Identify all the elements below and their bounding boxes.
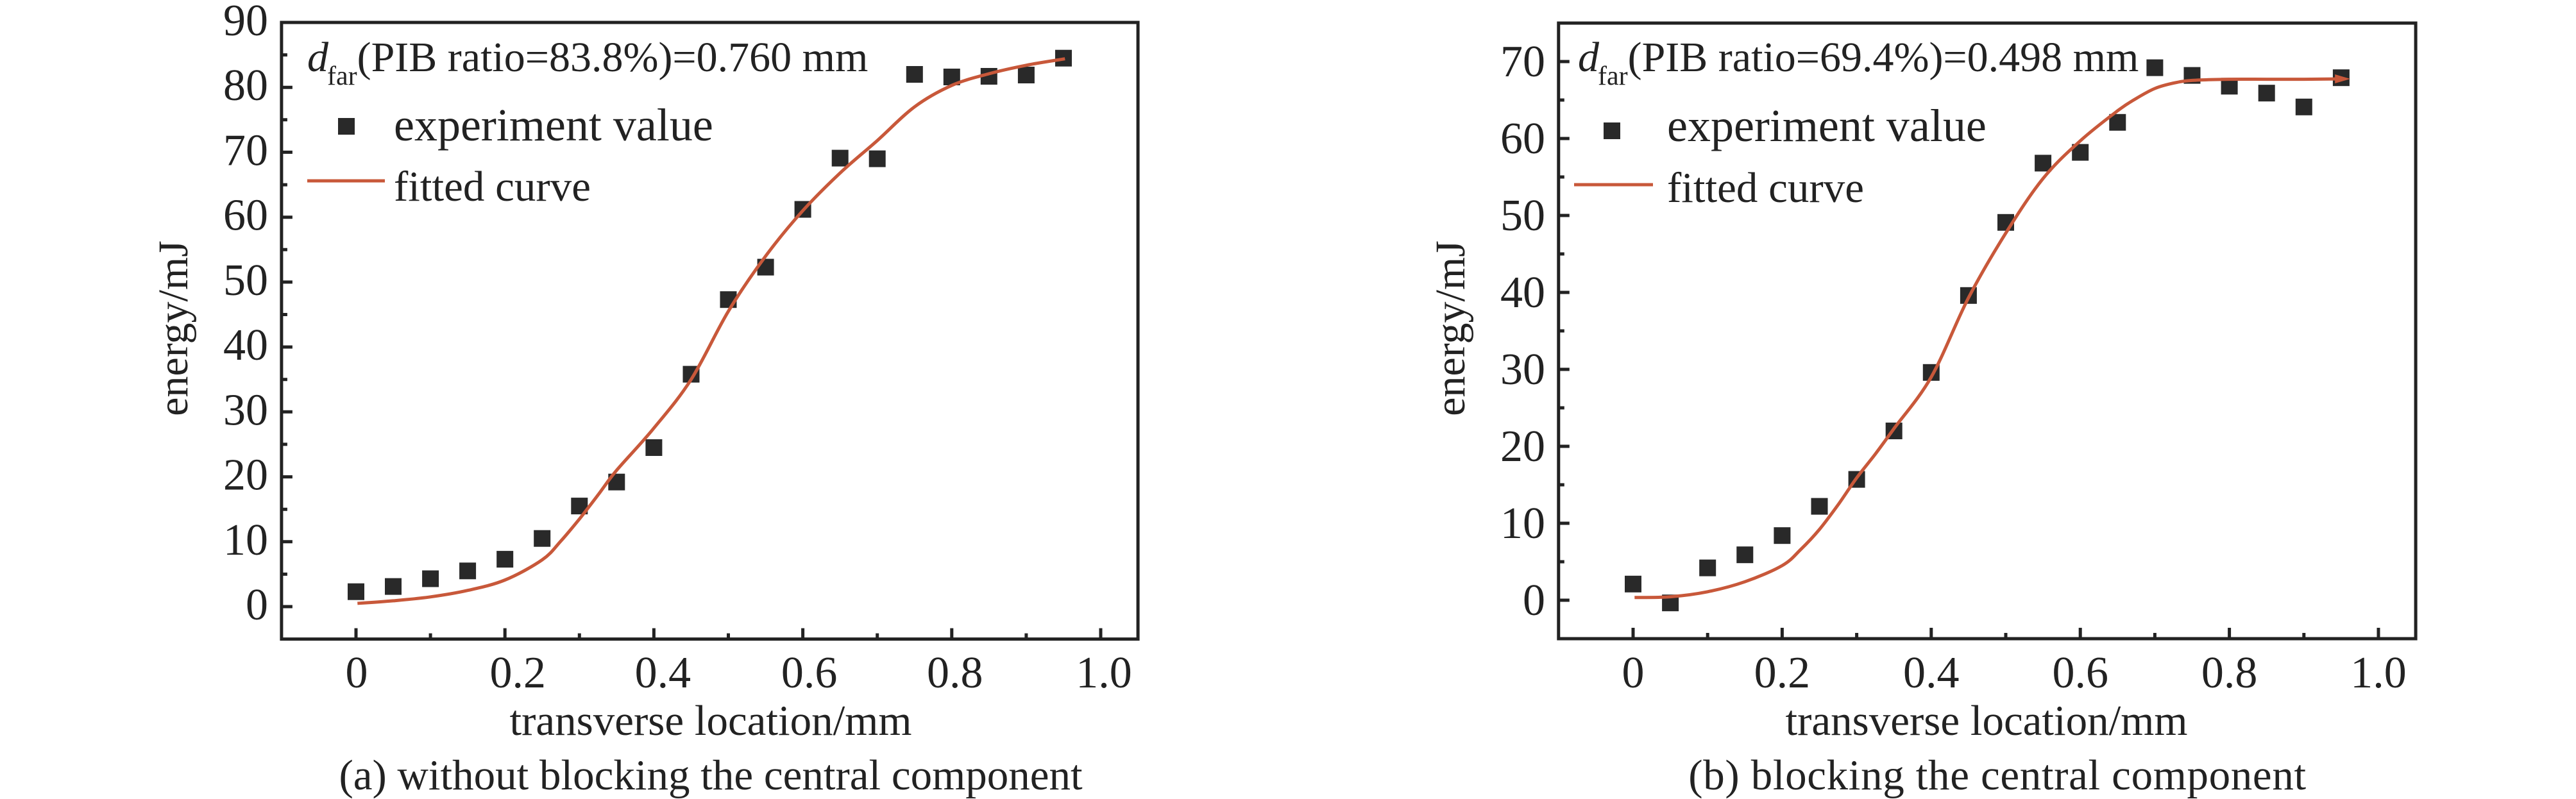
svg-text:1.0: 1.0	[2350, 648, 2407, 698]
svg-text:30: 30	[223, 385, 268, 435]
svg-text:20: 20	[223, 451, 268, 500]
svg-text:experiment value: experiment value	[1667, 100, 1987, 151]
svg-text:90: 90	[223, 0, 268, 46]
svg-text:0: 0	[1523, 576, 1545, 625]
svg-text:(a) without blocking the centr: (a) without blocking the central compone…	[339, 752, 1083, 799]
svg-text:40: 40	[1500, 268, 1545, 317]
svg-text:0.2: 0.2	[1754, 648, 1811, 698]
svg-text:0.8: 0.8	[2201, 648, 2258, 698]
svg-text:50: 50	[1500, 191, 1545, 240]
svg-text:0.6: 0.6	[781, 648, 838, 698]
svg-text:70: 70	[1500, 37, 1545, 87]
svg-text:transverse location/mm: transverse location/mm	[1785, 697, 2187, 744]
svg-text:0: 0	[1622, 648, 1645, 698]
svg-text:fitted curve: fitted curve	[1667, 164, 1864, 212]
svg-text:0.8: 0.8	[927, 648, 983, 698]
svg-text:20: 20	[1500, 422, 1545, 471]
svg-text:80: 80	[223, 61, 268, 110]
svg-text:0.4: 0.4	[635, 648, 691, 698]
svg-text:1.0: 1.0	[1076, 648, 1132, 698]
svg-text:60: 60	[223, 191, 268, 240]
svg-text:30: 30	[1500, 345, 1545, 394]
svg-text:experiment value: experiment value	[394, 99, 713, 151]
svg-text:energy/mJ: energy/mJ	[150, 240, 197, 416]
svg-text:60: 60	[1500, 114, 1545, 164]
svg-text:70: 70	[223, 126, 268, 175]
svg-text:40: 40	[223, 321, 268, 370]
svg-text:10: 10	[223, 516, 268, 565]
svg-text:0.6: 0.6	[2052, 648, 2108, 698]
svg-text:(b) blocking the central compo: (b) blocking the central component	[1688, 752, 2307, 799]
svg-text:10: 10	[1500, 499, 1545, 548]
svg-text:0.2: 0.2	[489, 648, 546, 698]
svg-text:50: 50	[223, 256, 268, 305]
svg-text:0: 0	[346, 648, 368, 698]
svg-text:transverse location/mm: transverse location/mm	[509, 697, 911, 744]
svg-text:0: 0	[246, 580, 268, 630]
svg-text:fitted curve: fitted curve	[394, 163, 591, 210]
svg-text:energy/mJ: energy/mJ	[1427, 240, 1474, 416]
svg-text:0.4: 0.4	[1903, 648, 1960, 698]
svg-text:dfar(PIB ratio=83.8%)=0.760 mm: dfar(PIB ratio=83.8%)=0.760 mm	[307, 34, 868, 91]
svg-text:dfar(PIB ratio=69.4%)=0.498 mm: dfar(PIB ratio=69.4%)=0.498 mm	[1578, 34, 2139, 91]
